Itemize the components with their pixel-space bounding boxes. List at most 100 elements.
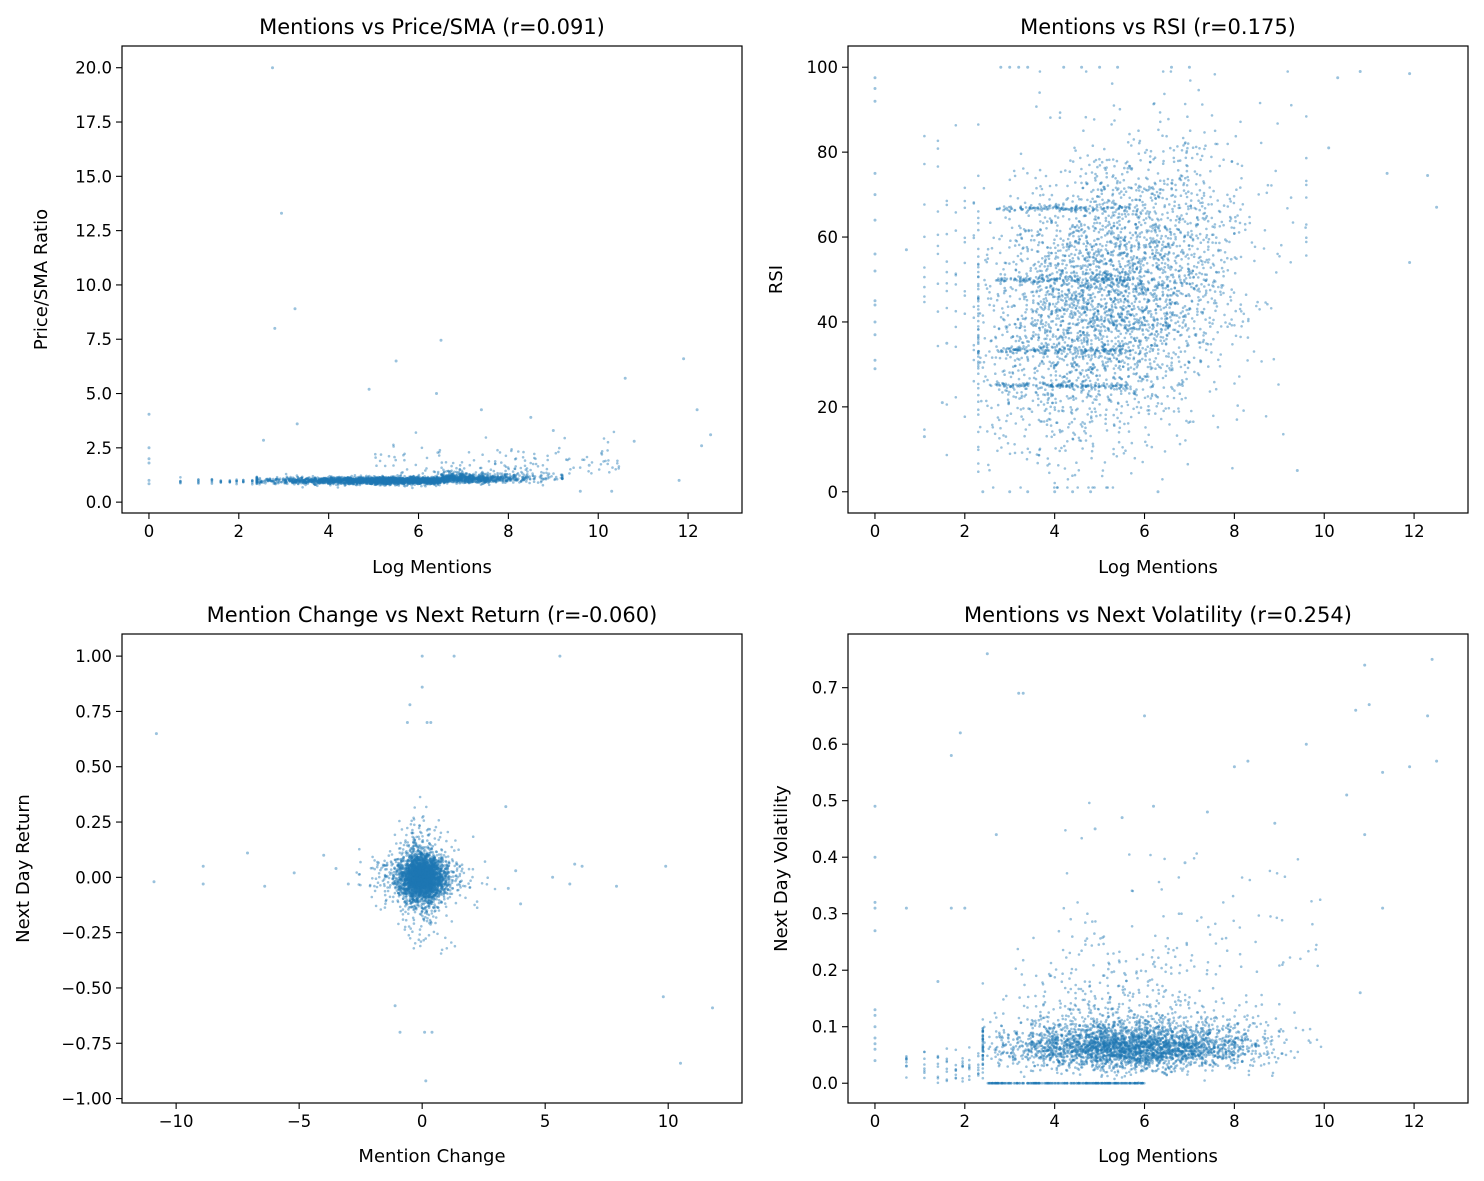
scatter-point	[301, 486, 304, 489]
scatter-point	[362, 481, 366, 485]
scatter-point	[405, 478, 409, 482]
scatter-point	[331, 477, 334, 481]
scatter-point	[319, 478, 322, 481]
scatter-point	[429, 478, 433, 482]
scatter-point	[485, 476, 489, 480]
scatter-point	[228, 480, 232, 483]
scatter-point	[1192, 265, 1196, 268]
scatter-point	[394, 476, 398, 480]
scatter-point	[1061, 262, 1064, 266]
scatter-point	[381, 479, 385, 482]
scatter-point	[416, 482, 420, 486]
scatter-point	[324, 477, 328, 481]
scatter-point	[532, 477, 535, 481]
scatter-point	[1289, 196, 1293, 199]
scatter-point	[434, 478, 438, 482]
scatter-point	[412, 479, 416, 483]
scatter-point	[403, 458, 406, 462]
scatter-point	[383, 477, 387, 481]
scatter-point	[368, 479, 372, 482]
scatter-point	[407, 476, 410, 480]
scatter-point	[1228, 197, 1232, 201]
scatter-point	[1080, 281, 1084, 284]
scatter-point	[484, 436, 488, 439]
scatter-point	[1117, 431, 1121, 434]
scatter-point	[561, 476, 564, 479]
scatter-point	[1206, 219, 1210, 223]
scatter-point	[541, 464, 545, 467]
scatter-point	[394, 478, 398, 481]
scatter-point	[616, 462, 619, 465]
scatter-point	[1141, 190, 1144, 194]
scatter-point	[255, 479, 259, 483]
scatter-point	[380, 476, 384, 479]
scatter-point	[440, 478, 443, 482]
scatter-point	[444, 478, 448, 482]
scatter-point	[963, 199, 967, 203]
scatter-point	[346, 479, 350, 483]
scatter-point	[1216, 425, 1220, 429]
scatter-point	[406, 480, 410, 483]
scatter-point	[367, 479, 370, 483]
scatter-point	[273, 326, 277, 330]
scatter-point	[470, 476, 473, 480]
scatter-point	[1208, 321, 1211, 325]
scatter-point	[521, 477, 525, 480]
scatter-point	[365, 477, 368, 481]
scatter-point	[1006, 442, 1010, 445]
scatter-point	[1209, 342, 1213, 346]
scatter-point	[428, 482, 432, 486]
scatter-point	[945, 453, 949, 457]
scatter-point	[380, 481, 384, 484]
scatter-point	[1124, 331, 1128, 335]
scatter-point	[1049, 264, 1052, 268]
scatter-point	[1161, 290, 1164, 294]
scatter-point	[1100, 236, 1103, 239]
scatter-point	[379, 479, 383, 483]
scatter-point	[464, 478, 468, 481]
scatter-point	[1005, 300, 1009, 304]
scatter-point	[450, 475, 454, 479]
scatter-point	[372, 481, 376, 484]
scatter-point	[482, 477, 485, 480]
scatter-point	[1226, 325, 1229, 329]
scatter-point	[1150, 230, 1153, 233]
scatter-point	[429, 480, 433, 483]
scatter-point	[428, 480, 431, 483]
scatter-point	[1193, 370, 1196, 374]
scatter-point	[466, 480, 470, 484]
scatter-point	[321, 479, 325, 483]
scatter-point	[459, 475, 462, 479]
scatter-point	[410, 480, 413, 484]
scatter-point	[1111, 353, 1115, 357]
scatter-point	[954, 345, 958, 349]
scatter-point	[419, 481, 423, 485]
scatter-point	[404, 477, 408, 481]
scatter-point	[403, 479, 407, 482]
scatter-point	[355, 479, 359, 483]
scatter-point	[1078, 306, 1081, 309]
scatter-point	[411, 479, 414, 483]
scatter-point	[405, 479, 408, 483]
scatter-point	[413, 478, 416, 482]
scatter-point	[1019, 152, 1023, 156]
scatter-point	[391, 480, 394, 484]
scatter-point	[258, 478, 262, 482]
scatter-point	[379, 479, 382, 483]
scatter-point	[427, 478, 431, 481]
scatter-point	[1054, 251, 1058, 255]
scatter-point	[1107, 220, 1111, 224]
scatter-point	[389, 479, 392, 483]
scatter-point	[528, 477, 532, 481]
scatter-point	[1153, 210, 1157, 213]
scatter-point	[288, 477, 292, 481]
scatter-point	[281, 478, 285, 482]
scatter-point	[1058, 357, 1061, 360]
scatter-point	[255, 479, 259, 483]
scatter-point	[384, 480, 387, 484]
scatter-point	[485, 475, 489, 479]
scatter-point	[977, 386, 980, 390]
scatter-point	[488, 475, 492, 478]
scatter-point	[307, 479, 311, 482]
scatter-point	[1009, 194, 1012, 198]
